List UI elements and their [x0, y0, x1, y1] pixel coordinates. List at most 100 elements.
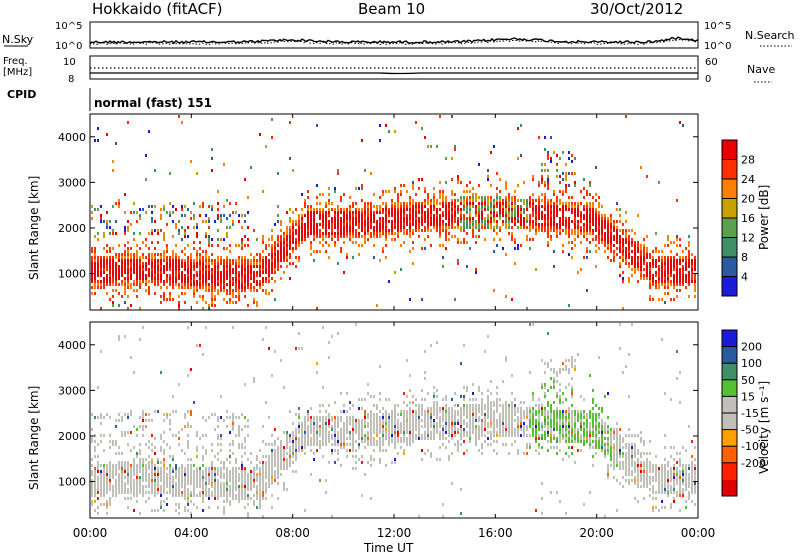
echo-cell — [250, 289, 252, 292]
echo-cell — [346, 217, 348, 220]
echo-cell — [661, 262, 663, 265]
echo-cell — [400, 446, 402, 449]
echo-cell — [241, 470, 243, 473]
echo-cell — [487, 208, 489, 211]
echo-cell — [664, 280, 666, 283]
echo-cell — [529, 416, 531, 419]
echo-cell — [310, 416, 312, 419]
echo-cell — [313, 431, 315, 434]
echo-cell — [367, 425, 369, 428]
echo-cell — [619, 274, 621, 277]
echo-cell — [217, 470, 219, 473]
echo-cell — [184, 467, 186, 470]
echo-cell — [433, 205, 435, 208]
echo-cell — [151, 253, 153, 256]
echo-cell — [334, 425, 336, 428]
echo-cell — [610, 232, 612, 235]
echo-cell — [319, 410, 321, 413]
echo-cell — [562, 217, 564, 220]
echo-cell — [310, 205, 312, 208]
echo-cell — [202, 458, 204, 461]
echo-cell — [460, 437, 462, 440]
echo-cell — [160, 491, 162, 494]
echo-cell — [334, 428, 336, 431]
echo-cell — [361, 226, 363, 229]
echo-cell — [103, 265, 105, 268]
echo-cell — [331, 425, 333, 428]
echo-cell — [283, 235, 285, 238]
echo-cell — [307, 434, 309, 437]
echo-cell — [148, 268, 150, 271]
echo-cell — [187, 410, 189, 413]
echo-cell — [547, 199, 549, 202]
echo-cell — [412, 217, 414, 220]
echo-cell — [91, 491, 93, 494]
echo-cell — [319, 214, 321, 217]
echo-cell — [364, 398, 366, 401]
echo-cell — [331, 202, 333, 205]
echo-cell — [454, 205, 456, 208]
echo-cell — [295, 446, 297, 449]
echo-cell — [265, 491, 267, 494]
echo-cell — [337, 416, 339, 419]
echo-cell — [151, 470, 153, 473]
echo-cell — [322, 419, 324, 422]
echo-cell — [136, 274, 138, 277]
echo-cell — [214, 274, 216, 277]
echo-cell — [415, 410, 417, 413]
echo-cell — [427, 422, 429, 425]
echo-cell — [247, 434, 249, 437]
echo-cell — [550, 208, 552, 211]
echo-cell — [691, 253, 693, 256]
echo-cell — [532, 226, 534, 229]
echo-cell — [139, 461, 141, 464]
echo-cell — [415, 193, 417, 196]
echo-cell — [514, 413, 516, 416]
echo-cell — [430, 208, 432, 211]
echo-cell — [157, 229, 159, 232]
echo-cell — [340, 419, 342, 422]
echo-cell — [379, 392, 381, 395]
echo-cell — [157, 262, 159, 265]
echo-cell — [316, 428, 318, 431]
echo-cell — [172, 250, 174, 253]
echo-cell — [100, 470, 102, 473]
echo-cell — [160, 256, 162, 259]
echo-cell — [469, 422, 471, 425]
echo-cell — [619, 250, 621, 253]
echo-cell — [331, 452, 333, 455]
echo-cell — [172, 467, 174, 470]
echo-cell — [361, 398, 363, 401]
echo-cell — [196, 470, 198, 473]
echo-cell — [589, 181, 591, 184]
echo-cell — [280, 220, 282, 223]
echo-cell — [211, 286, 213, 289]
echo-cell — [214, 455, 216, 458]
echo-cell — [220, 262, 222, 265]
echo-cell — [136, 244, 138, 247]
echo-cell — [463, 413, 465, 416]
echo-cell — [112, 277, 114, 280]
echo-cell — [424, 437, 426, 440]
echo-cell — [487, 395, 489, 398]
echo-cell — [352, 419, 354, 422]
echo-cell — [280, 449, 282, 452]
echo-cell — [190, 280, 192, 283]
echo-cell — [367, 229, 369, 232]
echo-cell — [127, 506, 129, 509]
echo-cell — [580, 229, 582, 232]
echo-cell — [271, 470, 273, 473]
echo-cell — [166, 491, 168, 494]
echo-cell — [100, 268, 102, 271]
echo-cell — [175, 226, 177, 229]
echo-cell — [187, 440, 189, 443]
echo-cell — [463, 434, 465, 437]
echo-cell — [520, 199, 522, 202]
echo-cell — [406, 440, 408, 443]
echo-cell — [100, 307, 102, 310]
echo-cell — [247, 283, 249, 286]
echo-cell — [115, 253, 117, 256]
echo-cell — [139, 512, 141, 515]
echo-cell — [163, 238, 165, 241]
echo-cell — [322, 244, 324, 247]
